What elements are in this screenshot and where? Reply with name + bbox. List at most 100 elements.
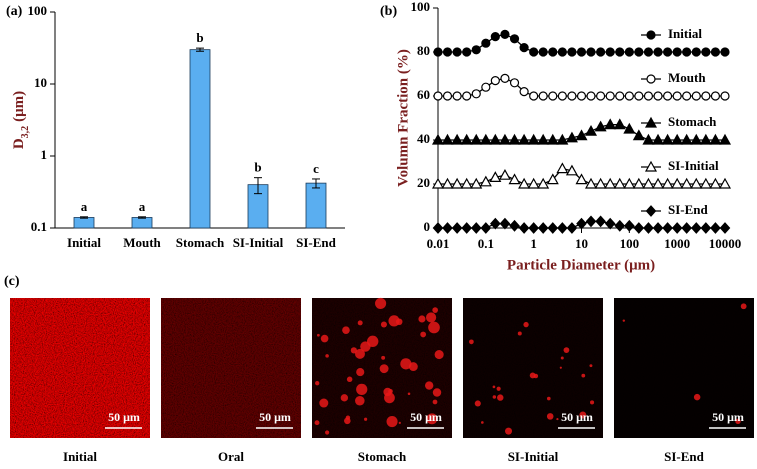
point bbox=[700, 222, 712, 234]
legend-label: Initial bbox=[668, 26, 702, 41]
error-bar bbox=[312, 178, 320, 189]
point bbox=[643, 91, 654, 101]
point bbox=[576, 47, 587, 57]
point bbox=[508, 133, 521, 145]
y-tick-label: 100 bbox=[411, 0, 431, 14]
legend-marker bbox=[646, 74, 656, 84]
y-tick-label: 10 bbox=[34, 75, 47, 90]
x-tick-label: 0.01 bbox=[427, 236, 450, 251]
point bbox=[528, 222, 539, 234]
annotation: a bbox=[81, 199, 88, 214]
point bbox=[471, 45, 481, 55]
image-spot bbox=[340, 394, 349, 402]
point bbox=[481, 82, 491, 92]
point bbox=[682, 47, 692, 57]
micrograph: 50 μm bbox=[463, 298, 603, 438]
point bbox=[557, 222, 568, 234]
point bbox=[518, 222, 530, 234]
image-spot bbox=[398, 421, 401, 424]
x-tick-label: 10 bbox=[575, 236, 588, 251]
point bbox=[690, 222, 702, 234]
point bbox=[442, 222, 453, 234]
image-caption: SI-Initial bbox=[508, 449, 559, 464]
y-tick-label: 100 bbox=[28, 3, 48, 18]
image-spot bbox=[320, 334, 329, 343]
legend-marker bbox=[644, 116, 658, 128]
point bbox=[527, 177, 540, 189]
image-spot bbox=[418, 315, 426, 323]
image-spot bbox=[589, 364, 593, 368]
image-background bbox=[614, 298, 754, 438]
point bbox=[462, 47, 472, 57]
point bbox=[431, 133, 445, 145]
scale-bar-label: 50 μm bbox=[712, 410, 744, 424]
panel-label: (b) bbox=[380, 4, 397, 19]
image-spot bbox=[740, 303, 747, 310]
point bbox=[632, 177, 645, 189]
point bbox=[710, 91, 721, 101]
point bbox=[699, 177, 712, 189]
point bbox=[451, 133, 464, 145]
point bbox=[575, 173, 588, 185]
point bbox=[557, 91, 567, 101]
x-tick-label: SI-End bbox=[296, 235, 337, 250]
point bbox=[682, 91, 692, 101]
point bbox=[546, 133, 559, 145]
legend-label: SI-End bbox=[668, 202, 709, 217]
point bbox=[699, 133, 712, 145]
y-tick-label: 0 bbox=[424, 219, 431, 234]
point bbox=[613, 177, 626, 189]
point bbox=[471, 89, 481, 99]
image-spot bbox=[428, 321, 440, 334]
point bbox=[490, 31, 500, 42]
image-spot bbox=[533, 373, 539, 379]
legend-marker bbox=[644, 160, 658, 172]
image-spot bbox=[432, 399, 438, 405]
point bbox=[548, 47, 558, 57]
image-spot bbox=[481, 421, 484, 424]
y-tick-label: 60 bbox=[417, 87, 430, 102]
point bbox=[479, 175, 492, 187]
point bbox=[671, 177, 684, 189]
x-axis-label: Particle Diameter (μm) bbox=[507, 257, 655, 273]
point bbox=[691, 47, 701, 57]
image-spot bbox=[492, 395, 497, 399]
point bbox=[537, 177, 550, 189]
image-spot bbox=[432, 388, 442, 397]
panel-label: (c) bbox=[4, 274, 20, 289]
legend-label: Stomach bbox=[668, 114, 717, 129]
image-spot bbox=[342, 326, 350, 334]
point bbox=[720, 47, 730, 57]
point bbox=[518, 177, 531, 189]
point bbox=[615, 47, 625, 57]
point bbox=[672, 91, 682, 101]
image-spot bbox=[355, 395, 365, 406]
point bbox=[519, 42, 529, 53]
image-spot bbox=[375, 297, 387, 309]
image-caption: Initial bbox=[63, 449, 97, 464]
point bbox=[433, 47, 443, 57]
point bbox=[460, 133, 473, 145]
point bbox=[613, 118, 626, 130]
point bbox=[498, 133, 511, 145]
point bbox=[595, 215, 606, 228]
point bbox=[566, 222, 578, 234]
x-tick-label: 10000 bbox=[709, 236, 742, 251]
point bbox=[470, 177, 483, 189]
annotation: b bbox=[254, 160, 261, 175]
point bbox=[652, 222, 664, 234]
point bbox=[498, 168, 511, 180]
y-tick-label: 0.1 bbox=[31, 219, 47, 234]
point bbox=[701, 47, 711, 57]
point bbox=[643, 47, 654, 57]
bar bbox=[305, 182, 327, 229]
image-caption: SI-End bbox=[664, 449, 705, 464]
point bbox=[461, 222, 473, 234]
image-spot bbox=[420, 331, 427, 338]
x-tick-label: 0.1 bbox=[478, 236, 494, 251]
image-spot bbox=[315, 381, 320, 386]
image-spot bbox=[356, 383, 368, 395]
image-texture bbox=[10, 298, 150, 438]
x-tick-label: Initial bbox=[67, 235, 101, 250]
